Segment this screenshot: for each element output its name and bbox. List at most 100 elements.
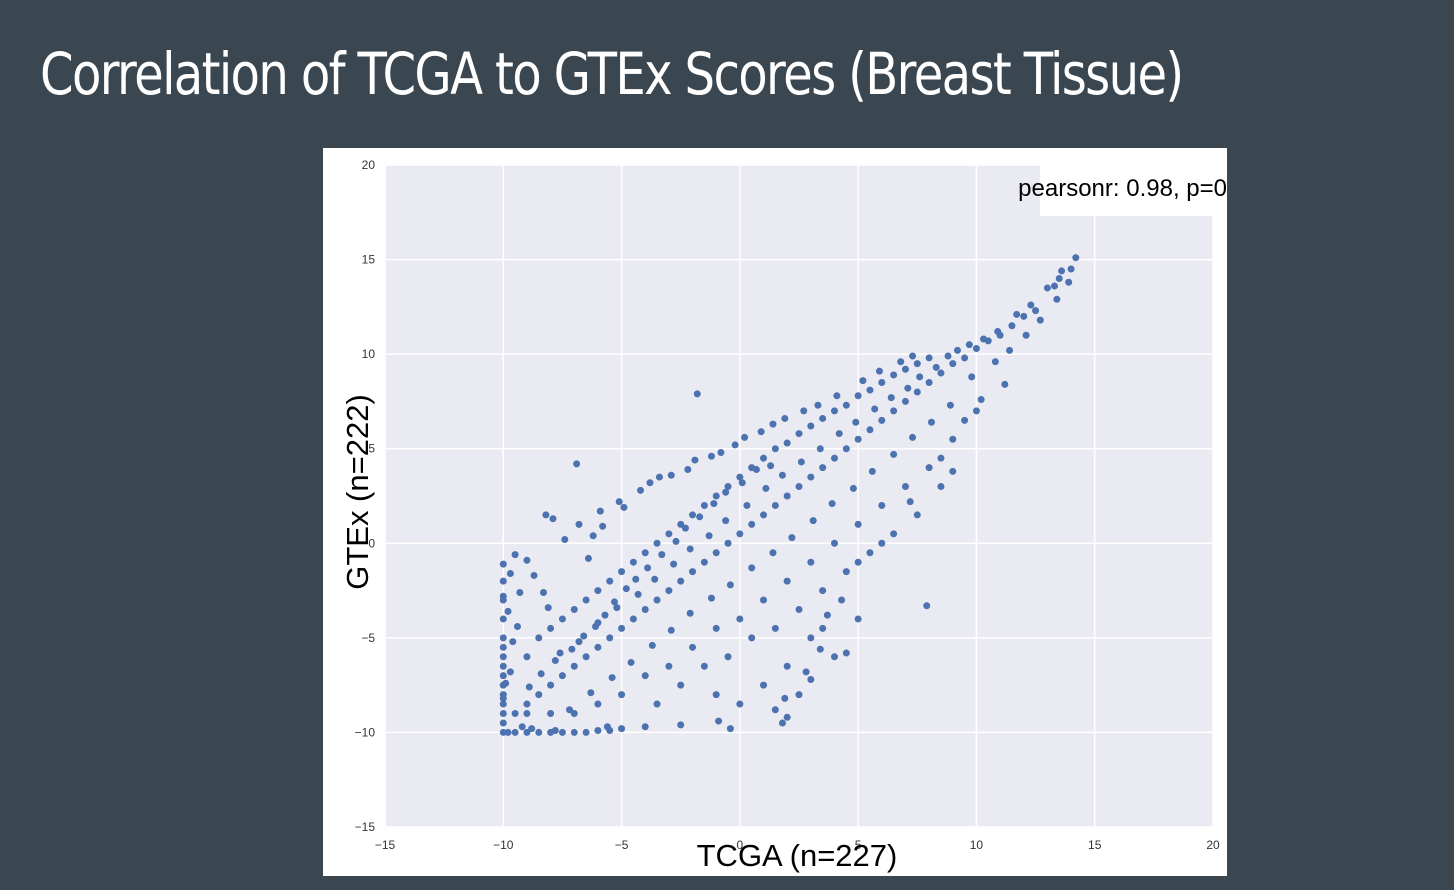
data-point: [537, 670, 545, 678]
data-point: [842, 445, 850, 453]
data-point: [854, 615, 862, 623]
data-point: [909, 433, 917, 441]
data-point: [596, 507, 604, 515]
data-point: [641, 723, 649, 731]
data-point: [965, 341, 973, 349]
data-point: [819, 464, 827, 472]
data-point: [568, 645, 576, 653]
data-point: [658, 551, 666, 559]
x-tick-label: 0: [737, 838, 744, 852]
data-point: [819, 624, 827, 632]
data-point: [540, 588, 548, 596]
x-tick-label: −10: [493, 838, 514, 852]
data-point: [606, 634, 614, 642]
data-point: [738, 479, 746, 487]
data-point: [946, 401, 954, 409]
data-point: [890, 371, 898, 379]
data-point: [681, 524, 689, 532]
data-point: [802, 668, 810, 676]
data-point: [1008, 322, 1016, 330]
data-point: [771, 445, 779, 453]
data-point: [887, 394, 895, 402]
data-point: [655, 473, 663, 481]
data-point: [736, 473, 744, 481]
data-point: [530, 571, 538, 579]
data-point: [1036, 316, 1044, 324]
data-point: [980, 335, 988, 343]
data-point: [504, 607, 512, 615]
data-point: [807, 422, 815, 430]
data-point: [748, 634, 756, 642]
x-tick-label: 20: [1206, 838, 1220, 852]
data-point: [819, 587, 827, 595]
data-point: [722, 488, 730, 496]
data-point: [937, 369, 945, 377]
x-tick-label: 5: [855, 838, 862, 852]
data-point: [760, 681, 768, 689]
data-point: [672, 537, 680, 545]
data-point: [594, 727, 602, 735]
data-point: [632, 575, 640, 583]
data-point: [741, 433, 749, 441]
data-point: [977, 396, 985, 404]
data-point: [972, 344, 980, 352]
data-point: [551, 727, 559, 735]
data-point: [535, 691, 543, 699]
data-point: [499, 653, 507, 661]
data-point: [878, 379, 886, 387]
data-point: [558, 672, 566, 680]
data-point: [913, 511, 921, 519]
data-point: [866, 549, 874, 557]
data-point: [499, 694, 507, 702]
data-point: [689, 568, 697, 576]
data-point: [778, 471, 786, 479]
data-point: [807, 558, 815, 566]
data-point: [573, 460, 581, 468]
data-point: [830, 454, 838, 462]
data-point: [700, 501, 708, 509]
data-point: [499, 710, 507, 718]
data-point: [819, 414, 827, 422]
y-tick-label: 10: [362, 347, 376, 361]
data-point: [913, 388, 921, 396]
pearson-annotation: pearsonr: 0.98, p=0: [1018, 175, 1227, 202]
data-point: [582, 728, 590, 736]
data-point: [1050, 282, 1058, 290]
data-point: [570, 662, 578, 670]
data-point: [575, 638, 583, 646]
data-point: [523, 556, 531, 564]
data-point: [1032, 307, 1040, 315]
data-point: [901, 483, 909, 491]
annotation-box: [1040, 165, 1213, 216]
data-point: [991, 358, 999, 366]
data-point: [535, 634, 543, 642]
data-point: [925, 354, 933, 362]
data-point: [575, 520, 583, 528]
data-point: [511, 728, 519, 736]
data-point: [528, 725, 536, 733]
data-point: [667, 471, 675, 479]
data-point: [547, 624, 555, 632]
x-tick-label: −15: [375, 838, 396, 852]
data-point: [760, 596, 768, 604]
data-point: [807, 473, 815, 481]
data-point: [878, 416, 886, 424]
data-point: [743, 501, 751, 509]
data-point: [736, 700, 744, 708]
data-point: [608, 674, 616, 682]
data-point: [1001, 380, 1009, 388]
data-point: [648, 641, 656, 649]
data-point: [499, 577, 507, 585]
data-point: [771, 501, 779, 509]
data-point: [726, 581, 734, 589]
data-point: [932, 363, 940, 371]
data-point: [901, 365, 909, 373]
data-point: [653, 596, 661, 604]
data-point: [842, 401, 850, 409]
data-point: [1043, 284, 1051, 292]
data-point: [781, 694, 789, 702]
data-point: [752, 466, 760, 474]
data-point: [814, 401, 822, 409]
data-point: [516, 588, 524, 596]
data-point: [700, 558, 708, 566]
